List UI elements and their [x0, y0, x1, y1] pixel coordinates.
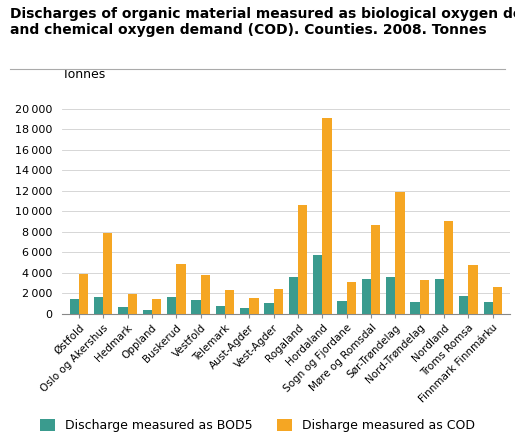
Bar: [249, 298, 259, 314]
Bar: [176, 264, 185, 314]
Bar: [94, 297, 103, 314]
Bar: [298, 205, 307, 314]
Bar: [410, 302, 420, 314]
Bar: [167, 297, 176, 314]
Bar: [143, 310, 152, 314]
Bar: [192, 300, 201, 314]
Bar: [362, 279, 371, 314]
Bar: [70, 299, 79, 314]
Text: Tonnes: Tonnes: [62, 69, 105, 82]
Text: Discharges of organic material measured as biological oxygen demand (BOD5)
and c: Discharges of organic material measured …: [10, 7, 515, 37]
Bar: [289, 277, 298, 314]
Bar: [201, 275, 210, 314]
Bar: [444, 221, 453, 314]
Bar: [469, 266, 478, 314]
Legend: Discharge measured as BOD5, Disharge measured as COD: Discharge measured as BOD5, Disharge mea…: [35, 414, 480, 437]
Bar: [420, 280, 429, 314]
Bar: [435, 279, 444, 314]
Bar: [386, 277, 396, 314]
Bar: [225, 289, 234, 314]
Bar: [484, 302, 493, 314]
Bar: [313, 255, 322, 314]
Bar: [322, 118, 332, 314]
Bar: [371, 225, 380, 314]
Bar: [396, 192, 405, 314]
Bar: [152, 299, 161, 314]
Bar: [216, 306, 225, 314]
Bar: [128, 294, 137, 314]
Bar: [103, 233, 112, 314]
Bar: [459, 296, 469, 314]
Bar: [118, 307, 128, 314]
Bar: [337, 301, 347, 314]
Bar: [240, 308, 249, 314]
Bar: [493, 287, 502, 314]
Bar: [347, 282, 356, 314]
Bar: [273, 289, 283, 314]
Bar: [79, 274, 88, 314]
Bar: [264, 303, 273, 314]
